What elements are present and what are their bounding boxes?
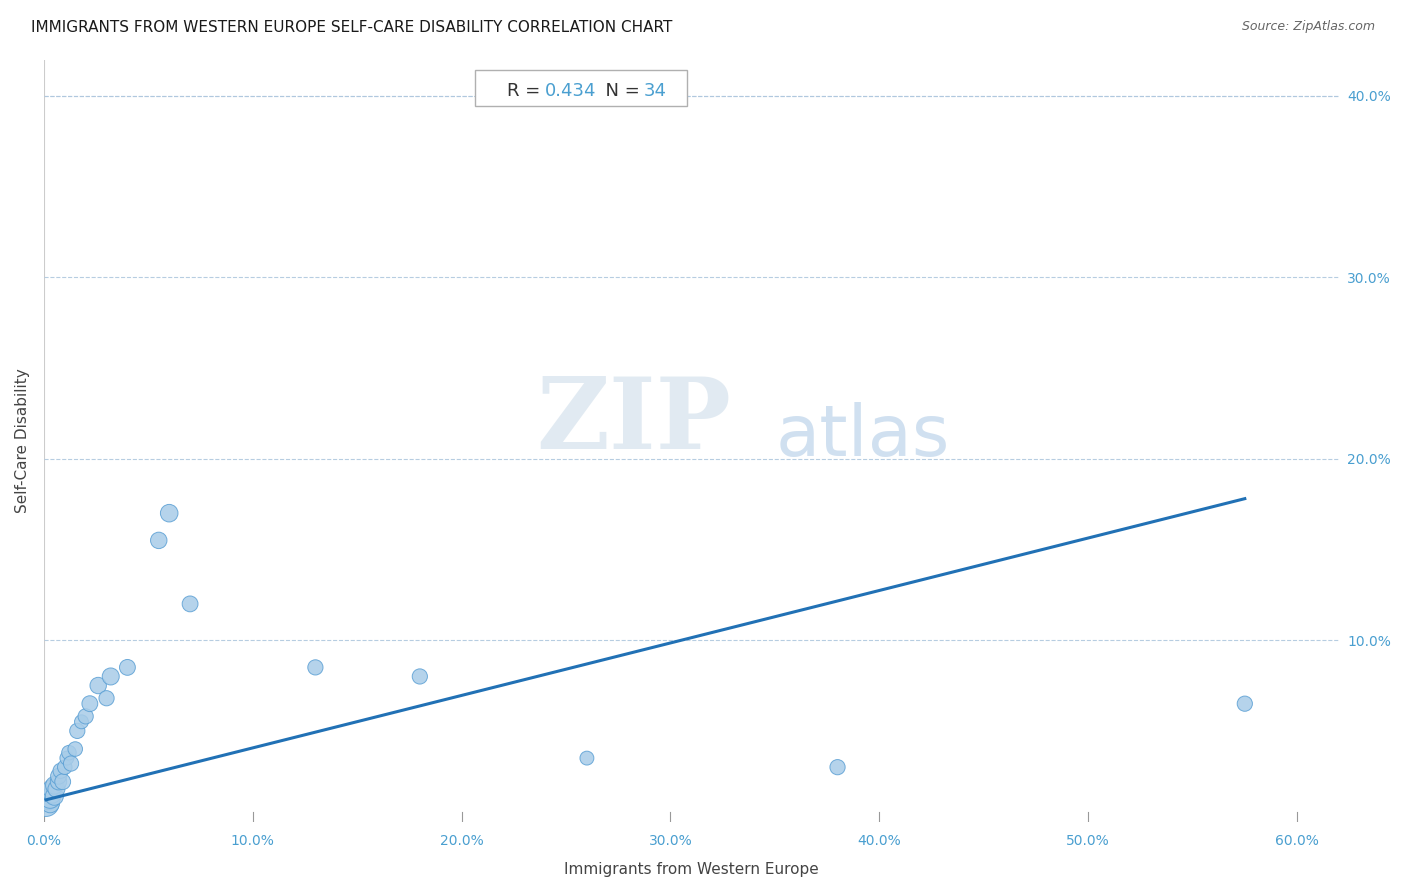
Point [148,533,170,548]
Text: R =: R = [508,82,547,100]
Point [409,669,432,683]
Y-axis label: Self-Care Disability: Self-Care Disability [15,368,30,513]
Point [1233,697,1256,711]
Point [39,797,62,811]
Text: 34: 34 [644,82,666,100]
Point [41,788,63,802]
Point [66,723,89,738]
Point [304,660,326,674]
Point [53,760,76,774]
Point [117,660,139,674]
Text: ZIP: ZIP [536,373,731,470]
Point [52,774,75,789]
X-axis label: Immigrants from Western Europe: Immigrants from Western Europe [564,862,818,877]
Point [45,781,67,796]
Point [44,778,66,792]
Point [48,774,70,789]
Point [49,764,72,778]
Point [75,709,97,723]
Text: Source: ZipAtlas.com: Source: ZipAtlas.com [1241,20,1375,33]
Point [96,691,118,706]
Point [58,746,80,760]
Point [41,781,63,796]
Point [39,791,62,805]
Point [100,669,122,683]
Point [79,697,101,711]
Point [44,789,66,804]
Point [48,769,70,783]
Text: atlas: atlas [776,402,950,471]
Point [70,714,93,729]
Point [827,760,849,774]
Point [157,506,180,520]
Point [575,751,598,765]
Point [37,793,59,807]
Text: 0.434: 0.434 [546,82,596,100]
Point [87,679,110,693]
Text: IMMIGRANTS FROM WESTERN EUROPE SELF-CARE DISABILITY CORRELATION CHART: IMMIGRANTS FROM WESTERN EUROPE SELF-CARE… [31,20,672,35]
Text: R = 0.434   N = 34: R = 0.434 N = 34 [485,78,678,96]
Point [179,597,201,611]
Point [35,797,58,811]
Text: N =: N = [595,82,645,100]
Point [60,756,83,771]
Point [56,751,79,765]
Point [63,742,86,756]
